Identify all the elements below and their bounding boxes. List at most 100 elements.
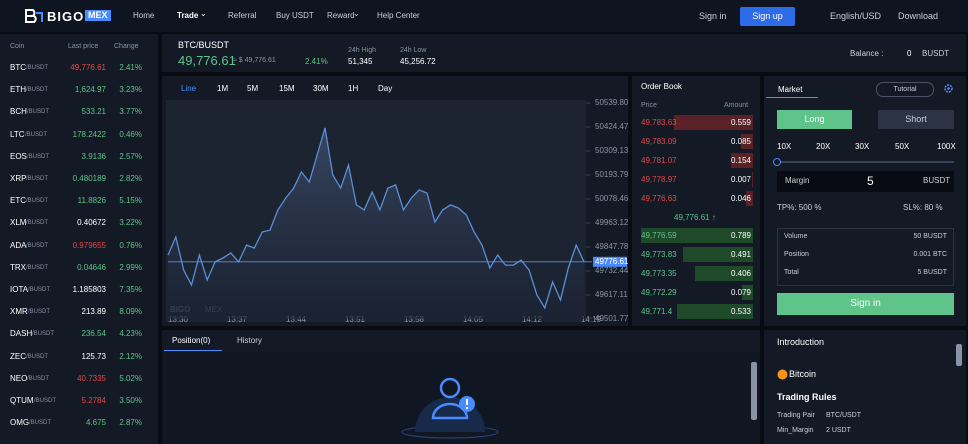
language-selector[interactable]: English/USD xyxy=(830,11,882,21)
market-tab[interactable]: Market xyxy=(778,85,803,94)
order-amount: 0.007 xyxy=(730,175,751,184)
coin-price: 3.9136 xyxy=(81,151,106,161)
coin-quote: /BUSDT xyxy=(27,153,50,160)
coin-name[interactable]: ETC xyxy=(10,196,26,206)
coin-name[interactable]: NEO xyxy=(10,373,28,383)
coin-price: 40.7335 xyxy=(77,373,106,383)
sign-up-button[interactable]: Sign up xyxy=(740,7,795,26)
long-button[interactable]: Long xyxy=(777,110,852,129)
order-price[interactable]: 49,783.63 xyxy=(641,118,677,127)
interval-tab[interactable]: 5M xyxy=(247,84,259,93)
coin-quote: /BUSDT xyxy=(34,398,57,404)
coin-name[interactable]: ETH xyxy=(10,85,26,95)
order-price[interactable]: 49,772.29 xyxy=(641,288,677,297)
download-link[interactable]: Download xyxy=(898,11,939,21)
coin-quote: /BUSDT xyxy=(25,131,48,138)
leverage-option[interactable]: 10X xyxy=(777,142,792,151)
sl-setting[interactable]: SL%: 80 % xyxy=(903,203,943,212)
coin-header: Last price xyxy=(68,43,99,50)
coin-name[interactable]: LTC xyxy=(10,129,25,139)
order-price[interactable]: 49,778.97 xyxy=(641,175,677,184)
low-value: 45,256.72 xyxy=(400,57,436,66)
coin-name[interactable]: XMR xyxy=(10,307,28,317)
margin-unit: BUSDT xyxy=(923,176,951,185)
short-button[interactable]: Short xyxy=(878,110,954,129)
coin-list xyxy=(0,34,158,444)
depth-bar xyxy=(695,266,753,281)
coin-name[interactable]: BTC xyxy=(10,63,26,72)
interval-tab[interactable]: 1M xyxy=(217,84,229,93)
coin-name[interactable]: DASH xyxy=(10,329,33,339)
nav-item[interactable]: Reward xyxy=(327,11,355,20)
margin-value: 5 xyxy=(867,174,874,188)
depth-bar xyxy=(641,228,753,243)
coin-change: 5.15% xyxy=(119,196,142,206)
intro-coin: Bitcoin xyxy=(789,369,817,379)
positions-tabs-bar xyxy=(162,330,760,352)
coin-quote: /BUSDT xyxy=(26,220,49,227)
nav-item[interactable]: Referral xyxy=(228,11,257,20)
coin-name[interactable]: ADA xyxy=(10,240,27,250)
mid-price: 49,776.61 ↑ xyxy=(674,213,716,222)
coin-name[interactable]: OMG xyxy=(10,418,30,428)
order-price[interactable]: 49,776.63 xyxy=(641,194,677,203)
leverage-option[interactable]: 50X xyxy=(895,142,910,151)
coin-quote: /BUSDT xyxy=(28,287,51,293)
submit-button[interactable]: Sign in xyxy=(777,293,954,315)
sign-in-link[interactable]: Sign in xyxy=(699,11,727,21)
order-price[interactable]: 49,773.35 xyxy=(641,269,677,278)
margin-input[interactable] xyxy=(777,171,954,192)
tutorial-button[interactable]: Tutorial xyxy=(876,82,934,97)
nav-item[interactable]: Help Center xyxy=(377,11,420,20)
order-book-title: Order Book xyxy=(641,82,682,91)
coin-change: 3.22% xyxy=(119,218,142,228)
nav-item[interactable]: Buy USDT xyxy=(276,11,314,20)
interval-tab[interactable]: 1H xyxy=(348,84,359,93)
order-amount: 0.559 xyxy=(730,118,751,127)
settings-icon[interactable] xyxy=(943,83,954,94)
coin-quote: /BUSDT xyxy=(27,375,50,382)
coin-change: 5.02% xyxy=(119,373,142,383)
leverage-slider[interactable] xyxy=(777,161,954,163)
order-price[interactable]: 49,783.09 xyxy=(641,137,677,146)
interval-tab[interactable]: Day xyxy=(378,84,393,93)
depth-bar xyxy=(677,304,753,319)
order-price[interactable]: 49,773.83 xyxy=(641,250,677,259)
leverage-option[interactable]: 100X xyxy=(937,142,956,151)
y-tick-label: 49732.44 xyxy=(595,266,629,275)
y-tick-label: 50309.13 xyxy=(595,146,629,155)
tp-setting[interactable]: TP%: 500 % xyxy=(777,203,822,212)
leverage-option[interactable]: 20X xyxy=(816,142,831,151)
history-tab[interactable]: History xyxy=(237,336,262,345)
summary-box xyxy=(777,228,954,286)
slider-knob[interactable] xyxy=(773,158,781,166)
coin-name[interactable]: TRX xyxy=(10,262,26,272)
coin-name[interactable]: ZEC xyxy=(10,351,26,361)
coin-change: 2.87% xyxy=(119,418,142,428)
coin-name[interactable]: EOS xyxy=(10,151,27,161)
interval-tab[interactable]: 30M xyxy=(313,84,329,93)
leverage-option[interactable]: 30X xyxy=(855,142,870,151)
interval-tab[interactable]: 15M xyxy=(279,84,295,93)
coin-name[interactable]: IOTA xyxy=(10,285,29,294)
nav-item[interactable]: Trade xyxy=(177,11,199,20)
rule-value: BTC/USDT xyxy=(826,412,861,419)
chevron: ⌄ xyxy=(200,9,207,18)
interval-tab[interactable]: Line xyxy=(181,84,197,93)
coin-change: 2.12% xyxy=(119,351,142,361)
coin-price: 0.40672 xyxy=(77,218,106,228)
scrollbar[interactable] xyxy=(751,362,757,420)
coin-name[interactable]: XLM xyxy=(10,218,27,228)
coin-name[interactable]: QTUM xyxy=(10,396,34,405)
position-tab[interactable]: Position(0) xyxy=(172,336,211,345)
coin-change: 2.99% xyxy=(119,262,142,272)
order-price[interactable]: 49,771.4 xyxy=(641,307,673,316)
order-price[interactable]: 49,776.59 xyxy=(641,231,677,240)
order-price[interactable]: 49,781.07 xyxy=(641,156,677,165)
intro-scrollbar[interactable] xyxy=(956,344,962,366)
coin-name[interactable]: XRP xyxy=(10,174,27,183)
coin-name[interactable]: BCH xyxy=(10,107,27,117)
summary-value: 0.001 BTC xyxy=(913,251,947,258)
nav-item[interactable]: Home xyxy=(133,11,155,20)
coin-change: 7.35% xyxy=(119,285,142,294)
